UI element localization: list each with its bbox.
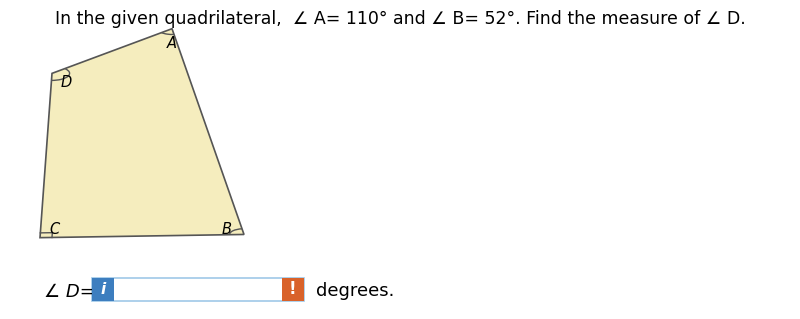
Text: In the given quadrilateral,  ∠ A= 110° and ∠ B= 52°. Find the measure of ∠ D.: In the given quadrilateral, ∠ A= 110° an… — [54, 10, 746, 27]
Text: i: i — [101, 282, 106, 297]
Text: ∠ D=: ∠ D= — [44, 283, 95, 301]
FancyBboxPatch shape — [92, 278, 114, 301]
Text: A: A — [167, 35, 177, 51]
Polygon shape — [40, 29, 244, 238]
Text: C: C — [50, 222, 59, 237]
Text: degrees.: degrees. — [316, 282, 394, 300]
FancyBboxPatch shape — [282, 278, 304, 301]
Text: B: B — [222, 222, 231, 237]
FancyBboxPatch shape — [92, 278, 304, 301]
Text: D: D — [61, 75, 72, 90]
Text: !: ! — [289, 280, 297, 299]
